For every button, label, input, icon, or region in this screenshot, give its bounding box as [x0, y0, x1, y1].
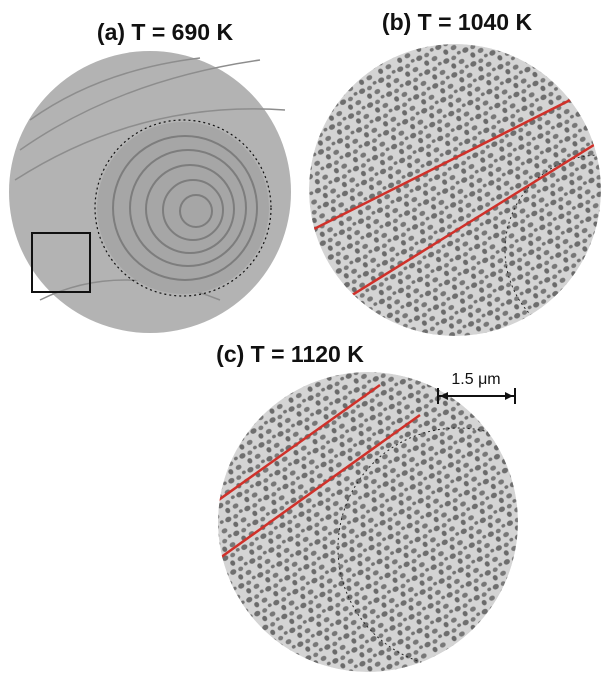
panel-title: (a) T = 690 K	[97, 19, 234, 45]
micrograph-b	[300, 44, 610, 345]
scale-label: 1.5 μm	[451, 371, 500, 388]
micrograph-a	[9, 51, 291, 333]
panel-title: (c) T = 1120 K	[216, 341, 364, 367]
micrograph-c	[140, 372, 578, 672]
figure: (a) T = 690 K (b) T = 1040 K (c) T = 112…	[0, 0, 610, 675]
panel-title: (b) T = 1040 K	[382, 9, 533, 35]
